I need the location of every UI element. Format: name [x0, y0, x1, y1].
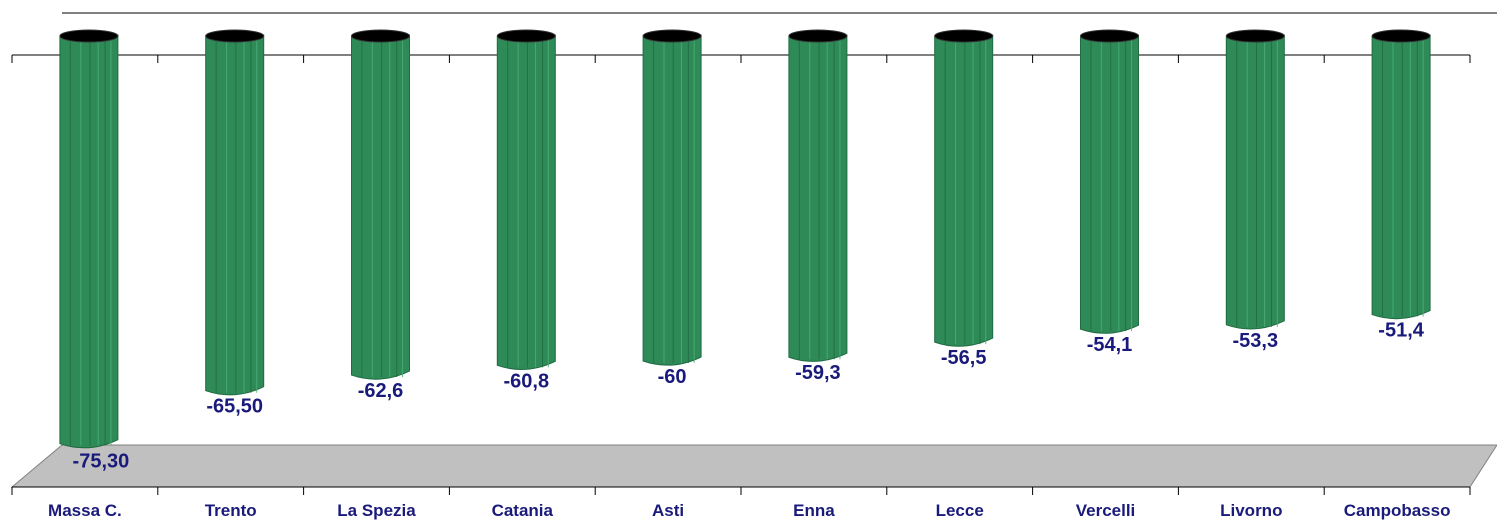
- bar-body: [59, 34, 119, 449]
- bar-2: [205, 29, 265, 396]
- data-label: -53,3: [1233, 330, 1279, 352]
- bar-body: [1371, 34, 1431, 320]
- data-label: -51,4: [1378, 320, 1424, 342]
- category-label: Livorno: [1220, 501, 1282, 520]
- bar-top: [59, 29, 119, 43]
- data-label: -59,3: [795, 362, 841, 384]
- bar-top: [1225, 29, 1285, 43]
- bar-4: [496, 29, 556, 370]
- bar-top: [1080, 29, 1139, 43]
- category-label: Massa C.: [48, 501, 122, 520]
- bar-body: [496, 34, 556, 370]
- category-labels: Massa C. Trento La Spezia Catania Asti Enna Le…: [48, 501, 1450, 520]
- bar-6: [788, 29, 848, 362]
- data-label: -60: [658, 366, 687, 388]
- bar-top: [642, 29, 702, 43]
- bar-5: [642, 29, 702, 366]
- bar-body: [205, 34, 265, 396]
- bar-body: [351, 34, 410, 380]
- bar-top: [351, 29, 410, 43]
- bar-top: [788, 29, 848, 43]
- category-label: Vercelli: [1076, 501, 1136, 520]
- bar-top: [496, 29, 556, 43]
- bar-10: [1371, 29, 1431, 320]
- bar-top: [934, 29, 994, 43]
- bar-body: [934, 34, 994, 347]
- category-label: La Spezia: [337, 501, 416, 520]
- data-label: -56,5: [941, 347, 987, 369]
- category-label: Enna: [793, 501, 835, 520]
- data-labels: -75,30 -65,50 -62,6 -60,8 -60 -59,3 -56,5 -54,1…: [73, 320, 1425, 473]
- axis-ticks: [11, 55, 1471, 495]
- category-label: Campobasso: [1344, 501, 1451, 520]
- data-label: -60,8: [504, 370, 550, 392]
- category-label: Asti: [652, 501, 684, 520]
- bar-top: [205, 29, 265, 43]
- bar-body: [1080, 34, 1139, 334]
- bar-1: [59, 29, 119, 449]
- category-label: Lecce: [936, 501, 984, 520]
- bar-top: [1371, 29, 1431, 43]
- data-label: -75,30: [73, 451, 130, 473]
- bar-3: [351, 29, 410, 380]
- data-label: -62,6: [358, 380, 404, 402]
- chart-floor: [10, 444, 1497, 488]
- category-label: Catania: [492, 501, 554, 520]
- data-label: -54,1: [1087, 334, 1133, 356]
- data-label: -65,50: [206, 396, 263, 418]
- category-label: Trento: [205, 501, 257, 520]
- bar-body: [1225, 34, 1285, 330]
- bar-body: [642, 34, 702, 366]
- bar-8: [1080, 29, 1139, 334]
- bars: [59, 29, 1431, 449]
- bar-7: [934, 29, 994, 347]
- bar-9: [1225, 29, 1285, 330]
- bar-body: [788, 34, 848, 362]
